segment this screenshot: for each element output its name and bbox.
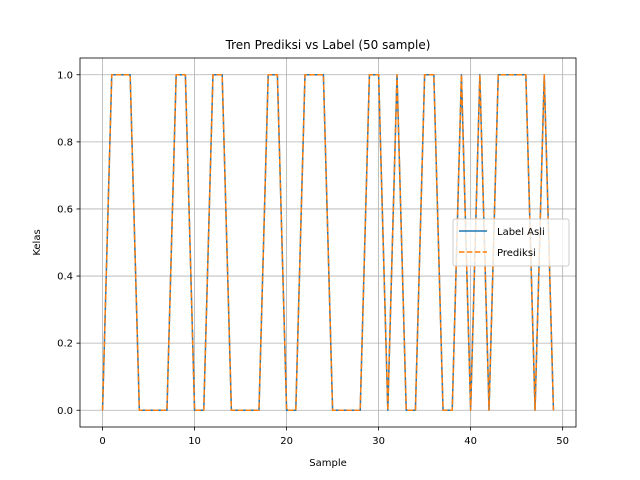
plot-frame <box>79 57 577 428</box>
series-line-prediksi <box>101 74 555 411</box>
y-tick-label: 0.6 <box>57 205 73 216</box>
x-axis-label: Sample <box>309 458 347 469</box>
x-tick-label: 20 <box>280 436 293 447</box>
y-tick-label: 0.2 <box>57 339 73 350</box>
x-tick-label: 40 <box>464 436 477 447</box>
chart-title: Tren Prediksi vs Label (50 sample) <box>225 38 431 52</box>
x-tick-label: 50 <box>556 436 569 447</box>
y-axis-label: Kelas <box>32 229 43 255</box>
legend-label-prediksi: Prediksi <box>497 248 536 259</box>
x-tick-label: 10 <box>188 436 201 447</box>
axis-ticks: 0 10 20 30 40 50 0.0 0.2 0.4 0.6 0.8 1.0 <box>57 70 569 447</box>
x-tick-label: 30 <box>372 436 385 447</box>
y-tick-label: 0.4 <box>57 272 73 283</box>
y-tick-label: 0.8 <box>57 137 73 148</box>
grid <box>80 58 576 427</box>
x-tick-label: 0 <box>99 436 105 447</box>
series-lines <box>101 74 555 411</box>
y-tick-label: 0.0 <box>57 406 73 417</box>
legend-label-asli: Label Asli <box>497 227 545 238</box>
legend: Label Asli Prediksi <box>452 218 570 267</box>
y-tick-label: 1.0 <box>57 70 73 81</box>
